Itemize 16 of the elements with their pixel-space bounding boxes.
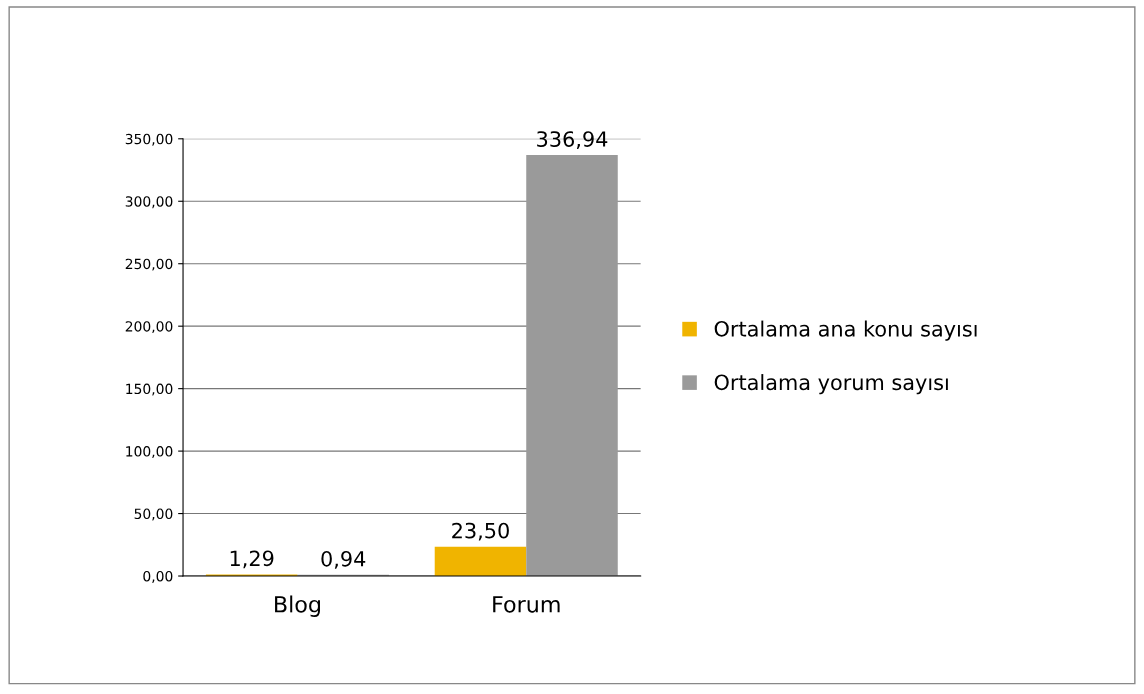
legend-label: Ortalama yorum sayısı	[714, 374, 948, 395]
data-label: 0,94	[321, 550, 366, 569]
y-tick-label: 150,00	[126, 383, 173, 396]
y-tick-label: 200,00	[125, 321, 173, 334]
data-label: 336,94	[537, 131, 608, 150]
data-label: 1,29	[230, 550, 274, 569]
x-tick-label: Blog	[275, 595, 320, 617]
y-tick-label: 300,00	[125, 196, 173, 209]
y-tick-label: 50,00	[134, 508, 173, 521]
y-tick-label: 100,00	[126, 446, 173, 458]
legend-label: Ortalama ana konu sayısı	[714, 320, 977, 341]
data-label: 23,50	[452, 522, 509, 541]
x-tick-label: Forum	[493, 596, 560, 613]
y-tick-label: 0,00	[143, 570, 173, 583]
y-tick-label: 350,00	[125, 133, 173, 146]
y-tick-label: 250,00	[125, 258, 173, 271]
